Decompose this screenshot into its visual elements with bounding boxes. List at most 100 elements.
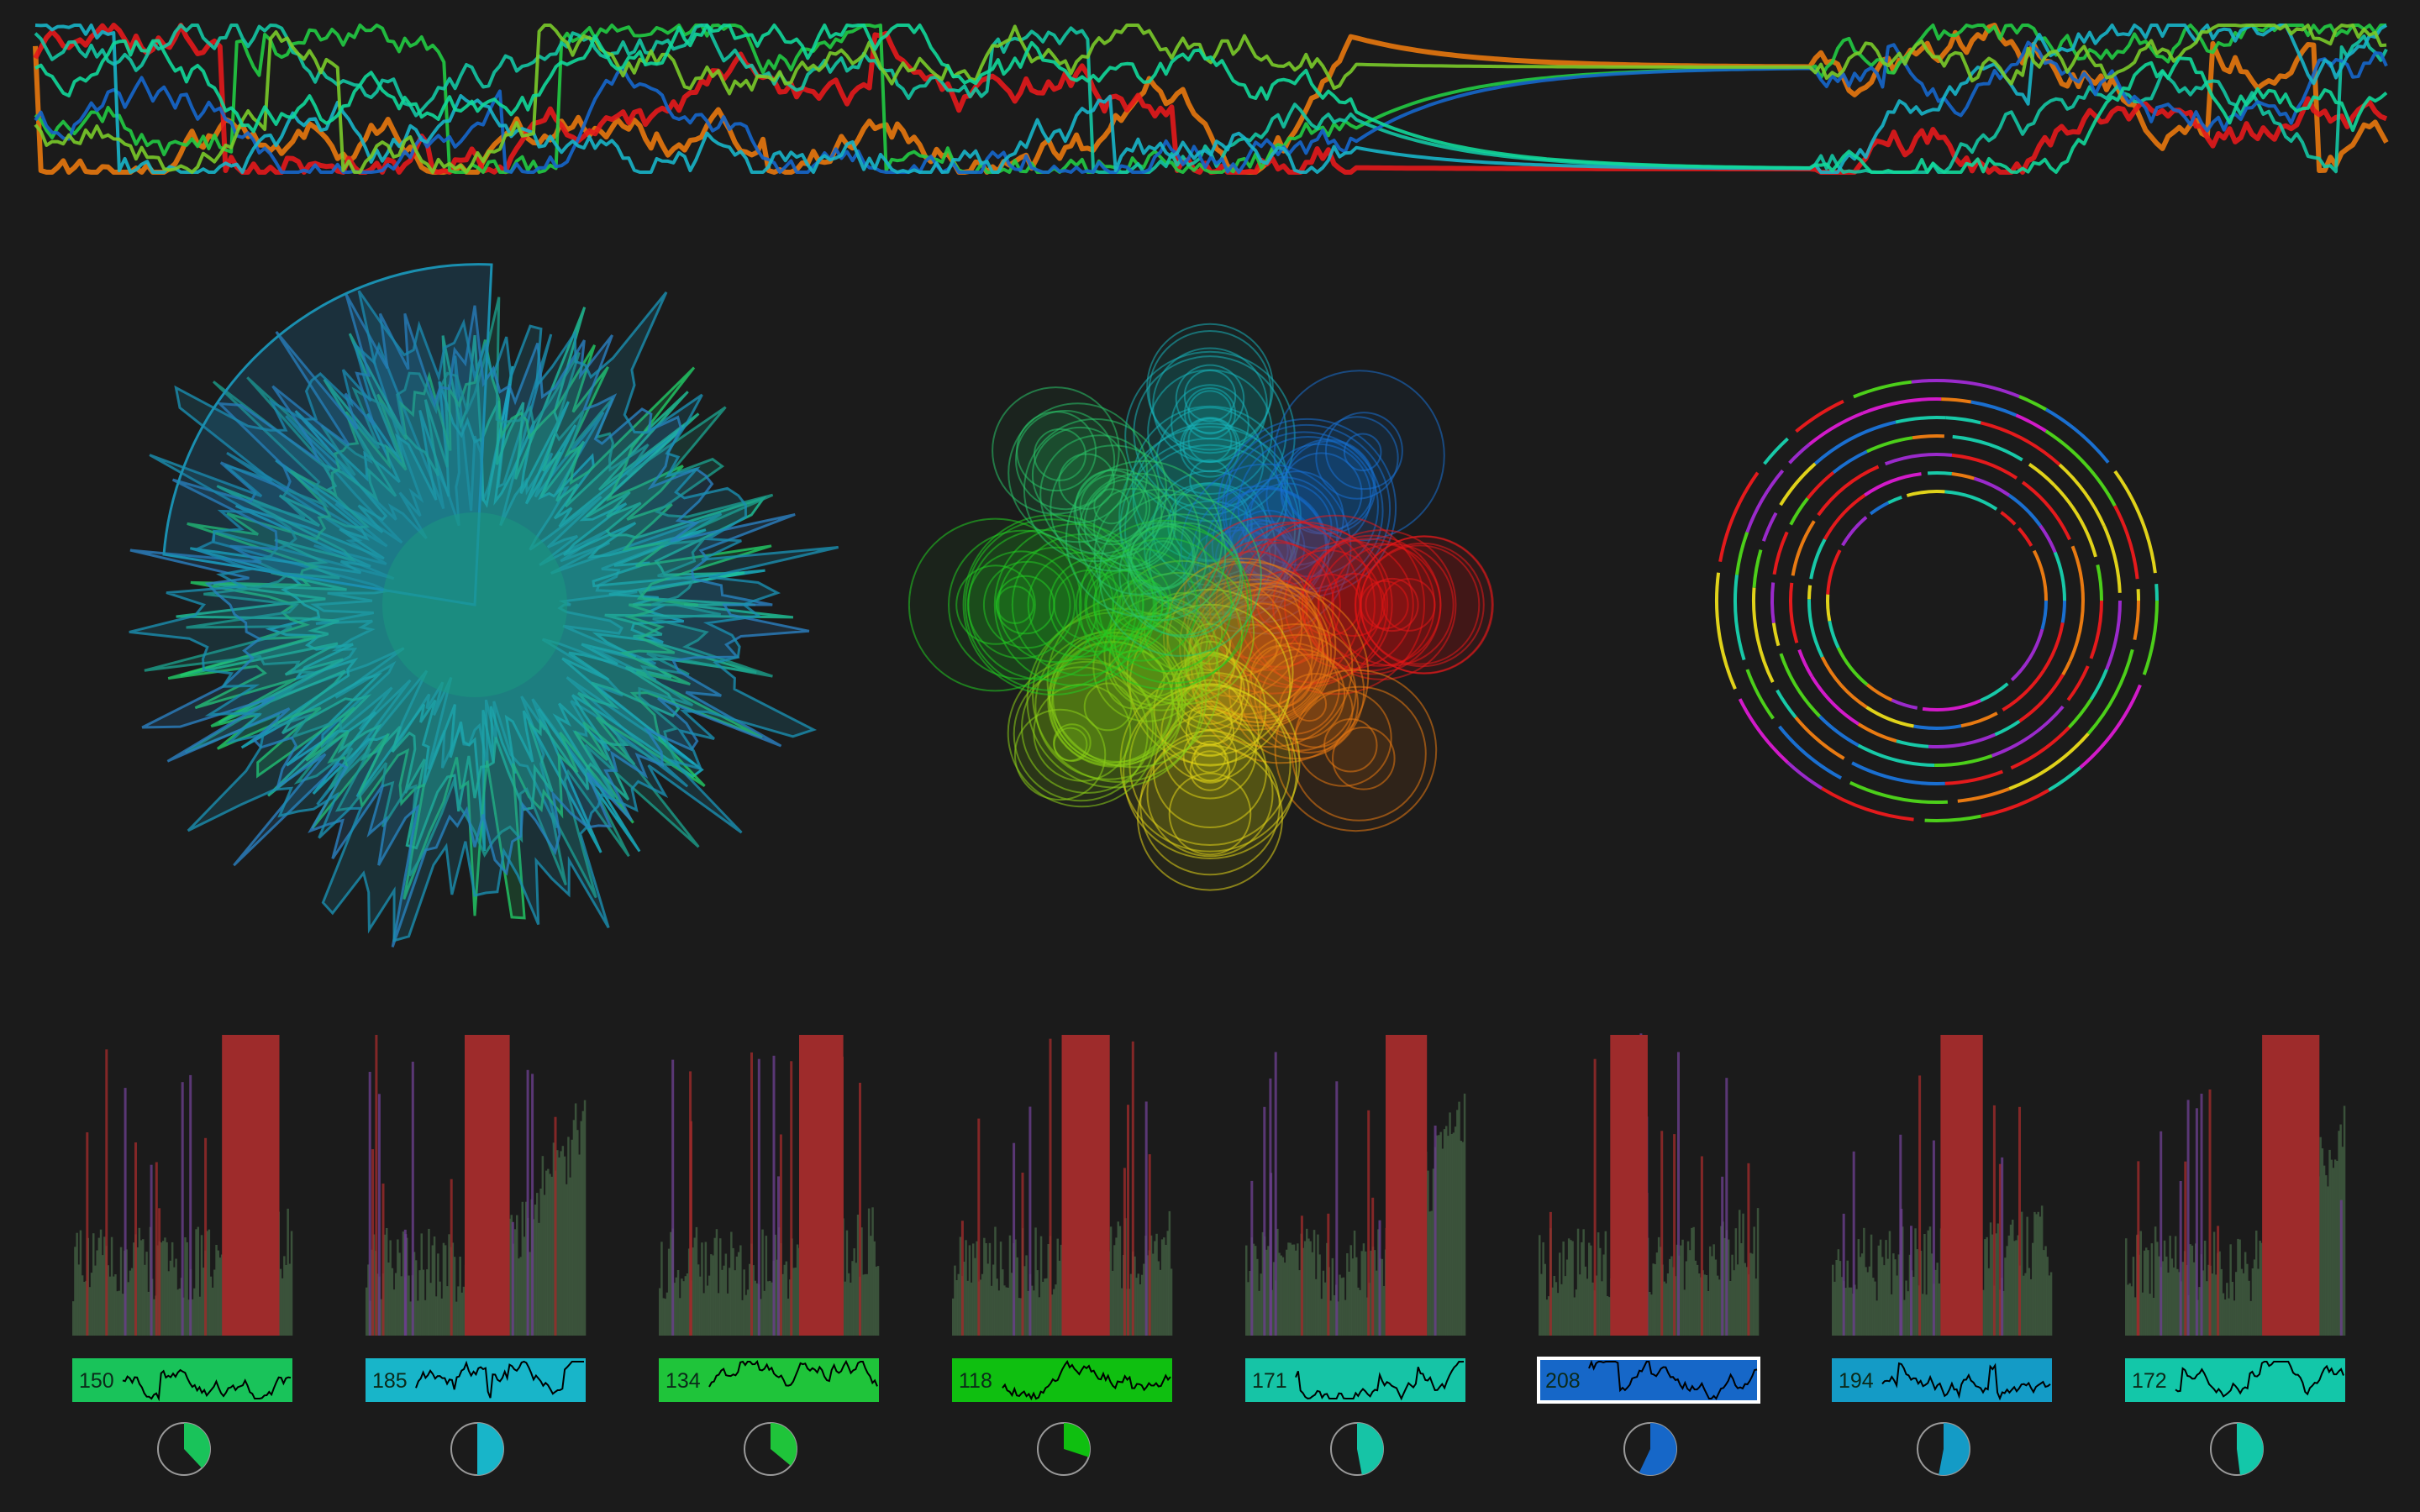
spike-bar (2208, 1089, 2212, 1336)
spike-bar (1049, 1038, 1052, 1336)
progress-pie[interactable] (1623, 1422, 1677, 1476)
bar (1581, 1242, 1583, 1336)
spike-bar (977, 1118, 981, 1336)
bar (208, 1229, 211, 1336)
bar (560, 1151, 562, 1336)
ring-segment (1825, 594, 1832, 622)
bar (1377, 1229, 1380, 1336)
progress-pie[interactable] (1037, 1422, 1091, 1476)
metric-cards[interactable]: 150 185 134 118 171 208 194 172 (72, 1357, 2345, 1404)
metric-card-bg[interactable] (72, 1358, 292, 1402)
bar (1362, 1243, 1365, 1336)
bar (1984, 1239, 1986, 1336)
bar (684, 1276, 687, 1336)
bar-panel[interactable] (2125, 1035, 2346, 1336)
bar (408, 1275, 410, 1336)
bar (1912, 1277, 1915, 1336)
bar (521, 1201, 524, 1336)
progress-pies[interactable] (157, 1422, 2264, 1476)
metric-card-bg[interactable] (2125, 1358, 2345, 1402)
bar (518, 1258, 520, 1336)
ring-segment (1832, 449, 1868, 475)
bar (213, 1269, 216, 1336)
bar (844, 1281, 846, 1336)
flower-circle (1118, 513, 1242, 637)
bar (1832, 1264, 1834, 1336)
metric-card[interactable]: 185 (366, 1358, 586, 1402)
bar (144, 1264, 146, 1336)
progress-pie[interactable] (157, 1422, 211, 1476)
timeline-chart[interactable] (33, 23, 2389, 175)
ring-segment (1927, 471, 1953, 475)
ring-segment (1776, 689, 1797, 719)
bar-panel[interactable] (1832, 1035, 2053, 1336)
bar (1340, 1278, 1343, 1336)
bar (2253, 1259, 2256, 1336)
bar (1840, 1277, 1844, 1336)
flower-circle (948, 529, 1098, 680)
bar (1170, 1268, 1173, 1336)
bar (1055, 1284, 1057, 1336)
spike-bar (1274, 1052, 1277, 1336)
ring-segment (1791, 520, 1816, 576)
progress-pie[interactable] (1330, 1422, 1384, 1476)
metric-card[interactable]: 208 (1537, 1357, 1760, 1404)
metric-card[interactable]: 150 (72, 1358, 292, 1402)
progress-pie[interactable] (2210, 1422, 2264, 1476)
progress-pie[interactable] (1917, 1422, 1970, 1476)
bar-panel[interactable] (659, 1035, 880, 1336)
metric-card[interactable]: 118 (952, 1358, 1172, 1402)
bar-panel[interactable] (952, 1035, 1173, 1336)
flower-circle (1065, 459, 1223, 618)
bar (2154, 1226, 2157, 1336)
bar (220, 1254, 224, 1336)
metric-card-bg[interactable] (952, 1358, 1172, 1402)
bar (116, 1291, 118, 1336)
bar (283, 1256, 286, 1336)
bar (455, 1301, 458, 1336)
bar (670, 1231, 672, 1336)
bar (1002, 1269, 1004, 1336)
metric-card-selected[interactable] (1537, 1357, 1760, 1404)
bar-panel[interactable] (366, 1035, 587, 1336)
metric-card-bg[interactable] (659, 1358, 879, 1402)
circle-flower-chart[interactable] (908, 323, 1494, 891)
sparkline (708, 1359, 878, 1388)
bar-panel[interactable] (1539, 1033, 1760, 1336)
bar (1555, 1282, 1558, 1336)
progress-pie[interactable] (450, 1422, 504, 1476)
bar (215, 1245, 218, 1336)
bar (1060, 1244, 1063, 1336)
bar-panel[interactable] (1245, 1035, 1466, 1336)
metric-card[interactable]: 171 (1245, 1358, 1465, 1402)
bar-panels[interactable] (72, 1033, 2346, 1336)
metric-card-bg[interactable] (1832, 1358, 2052, 1402)
spike-bar (1721, 1176, 1724, 1336)
spike-bar (777, 1176, 780, 1336)
metric-value: 172 (2132, 1369, 2167, 1393)
bar (743, 1269, 745, 1336)
bar (2139, 1231, 2142, 1336)
bar (1734, 1228, 1738, 1336)
bar (1601, 1281, 1603, 1336)
bar (2149, 1294, 2151, 1336)
concentric-rings-chart[interactable] (1715, 378, 2159, 822)
bar (1539, 1235, 1541, 1336)
bar-panel[interactable] (72, 1035, 293, 1336)
bar (695, 1226, 698, 1336)
ring-segment (1922, 699, 1981, 711)
polar-rose-chart[interactable] (129, 263, 839, 948)
flower-circle (1031, 426, 1129, 524)
spike-bar (1593, 1058, 1597, 1336)
bar (1160, 1239, 1164, 1336)
bar (1936, 1263, 1939, 1336)
metric-card[interactable]: 172 (2125, 1358, 2345, 1402)
bar (2202, 1270, 2205, 1336)
metric-card[interactable]: 134 (659, 1358, 879, 1402)
flower-circle (1073, 468, 1163, 558)
metric-card-bg[interactable] (366, 1358, 586, 1402)
bar (2191, 1245, 2194, 1336)
flower-circle (1175, 654, 1245, 725)
metric-card[interactable]: 194 (1832, 1358, 2052, 1402)
progress-pie[interactable] (744, 1422, 797, 1476)
